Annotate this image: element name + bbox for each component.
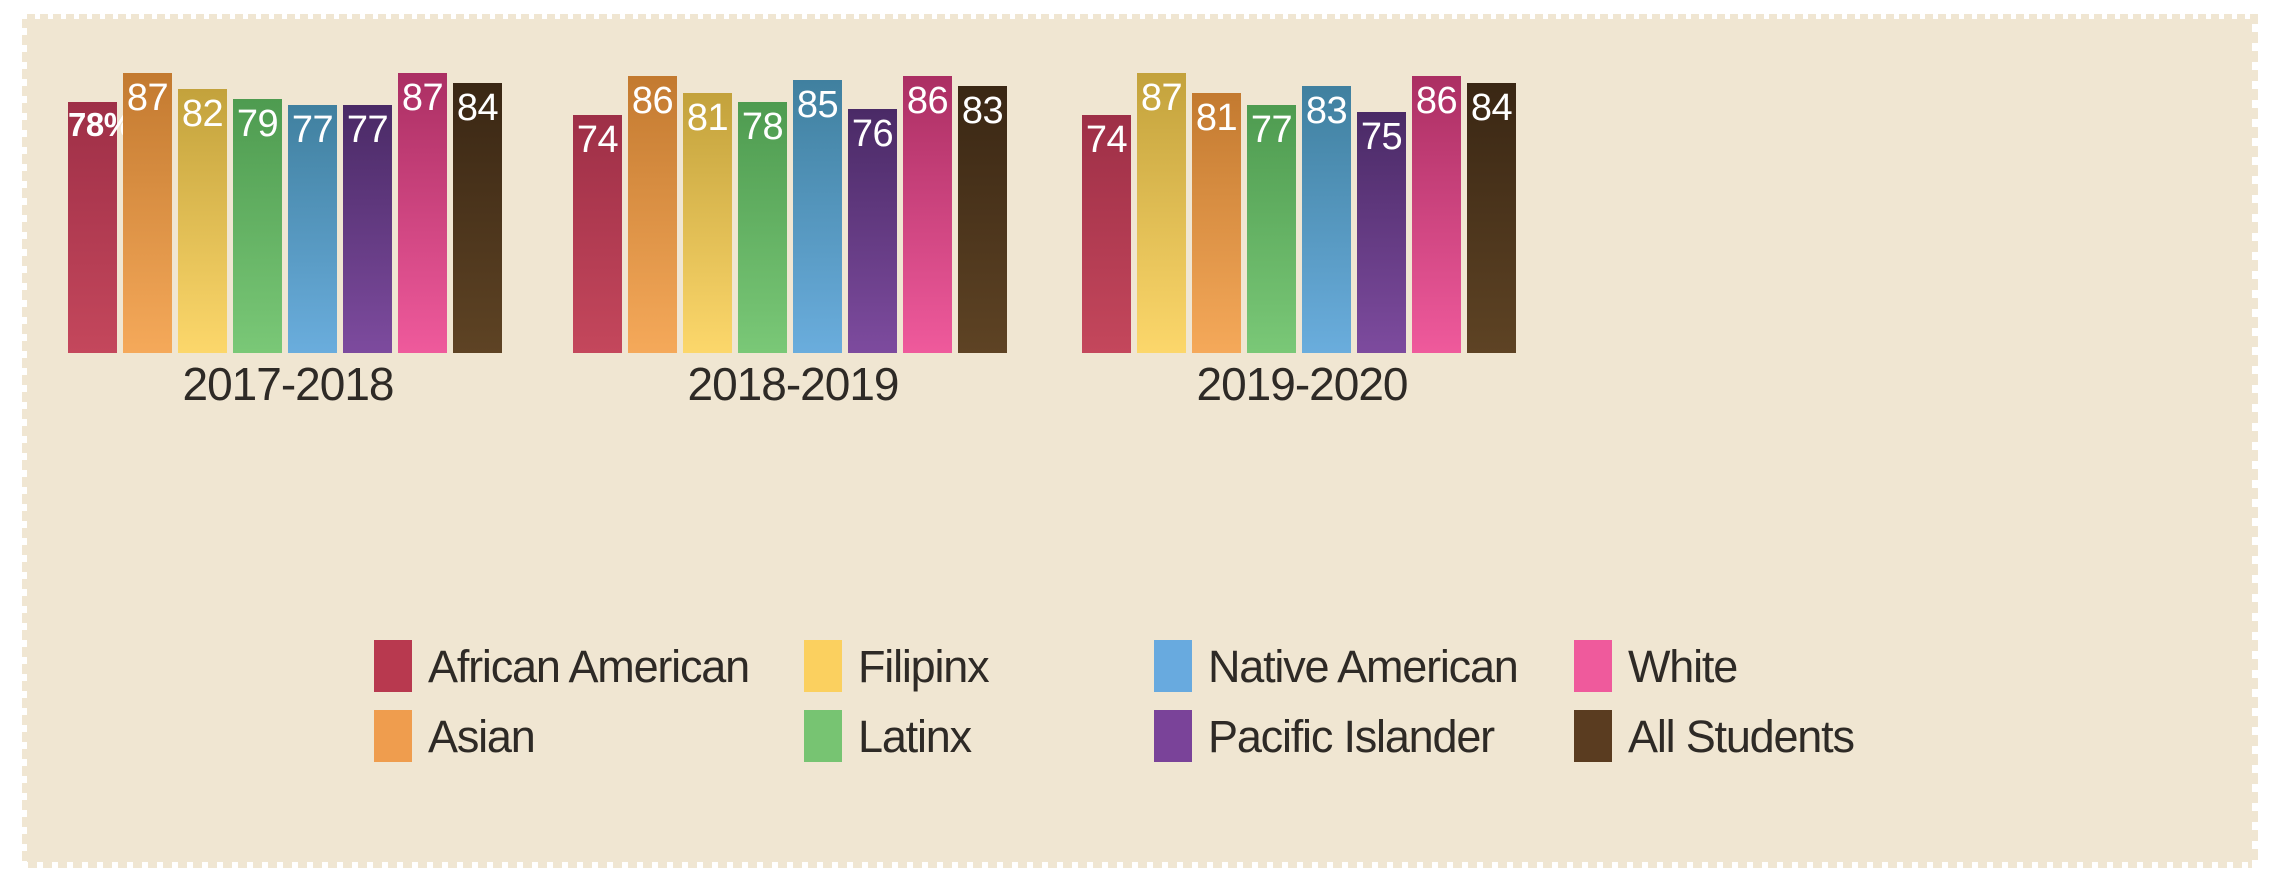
bar-2017-2018-latinx[interactable]: 79 [233,99,282,353]
bar-value-label: 74 [576,119,619,161]
bar-group-2019-2020: 74 87 81 77 83 75 86 84 2019-2020 [1082,70,1522,410]
bar-2019-2020-all-students[interactable]: 84 [1467,83,1516,353]
bar-2017-2018-filipinx[interactable]: 82 [178,89,227,353]
bar-value-label: 82 [181,93,224,135]
bar-2019-2020-pacific-islander[interactable]: 75 [1357,112,1406,353]
bar-value-label: 87 [401,77,444,119]
bar-value-label: 77 [291,109,334,151]
bar-2019-2020-native-american[interactable]: 83 [1302,86,1351,353]
bar-2018-2019-all-students[interactable]: 83 [958,86,1007,353]
legend-item-all-students[interactable]: All Students [1574,710,1934,762]
bar-2019-2020-filipinx[interactable]: 87 [1137,73,1186,353]
bar-value-label: 85 [796,84,839,126]
bar-2018-2019-asian[interactable]: 86 [628,76,677,353]
legend-label: Asian [428,710,536,762]
bar-2017-2018-african-american[interactable]: 78% [68,102,133,353]
legend-label: Native American [1208,640,1519,692]
legend-swatch-icon [1574,640,1612,692]
group-axis-label-2018-2019: 2018-2019 [687,358,900,411]
group-axis-label-2019-2020: 2019-2020 [1196,358,1409,411]
bar-2017-2018-pacific-islander[interactable]: 77 [343,105,392,353]
legend-label: Latinx [858,710,972,762]
legend-row: Asian Latinx Pacific Islander All Students [374,710,2074,762]
bar-value-label: 84 [456,87,499,129]
bar-value-label: 81 [686,97,729,139]
legend-item-latinx[interactable]: Latinx [804,710,1154,762]
bar-chart-plot-area: 78% 87 82 79 77 77 87 84 2017-2018 74 86 81 78 85 76 86… [22,10,2258,410]
bar-2018-2019-white[interactable]: 86 [903,76,952,353]
legend-swatch-icon [374,640,412,692]
legend-swatch-icon [804,640,842,692]
bar-value-label: 78 [741,106,784,148]
bar-group-2017-2018: 78% 87 82 79 77 77 87 84 2017-2018 [68,70,508,410]
bar-group-bars: 74 86 81 78 85 76 86 83 [573,70,1007,353]
legend-label: African American [428,640,750,692]
bar-value-label: 86 [631,80,674,122]
legend-item-filipinx[interactable]: Filipinx [804,640,1154,692]
legend-item-african-american[interactable]: African American [374,640,804,692]
legend-swatch-icon [804,710,842,762]
chart-canvas: 78% 87 82 79 77 77 87 84 2017-2018 74 86 81 78 85 76 86… [22,10,2258,868]
bar-value-label: 83 [1305,90,1348,132]
bar-value-label: 75 [1360,116,1403,158]
bar-group-2018-2019: 74 86 81 78 85 76 86 83 2018-2019 [573,70,1013,410]
legend-label: Filipinx [858,640,990,692]
legend-item-pacific-islander[interactable]: Pacific Islander [1154,710,1574,762]
bar-2018-2019-filipinx[interactable]: 81 [683,93,732,353]
legend-label: All Students [1628,710,1855,762]
bar-value-label: 76 [851,113,894,155]
legend-item-native-american[interactable]: Native American [1154,640,1574,692]
bar-2017-2018-asian[interactable]: 87 [123,73,172,353]
bar-2017-2018-all-students[interactable]: 84 [453,83,502,353]
legend-label: White [1628,640,1738,692]
bar-value-label: 84 [1470,87,1513,129]
bar-2018-2019-pacific-islander[interactable]: 76 [848,109,897,353]
bar-value-label: 87 [1140,77,1183,119]
bar-value-label: 86 [1415,80,1458,122]
legend-swatch-icon [1154,710,1192,762]
group-axis-label-2017-2018: 2017-2018 [182,358,395,411]
legend-item-asian[interactable]: Asian [374,710,804,762]
torn-edge-bottom [22,858,2258,868]
bar-2019-2020-white[interactable]: 86 [1412,76,1461,353]
chart-legend: African American Filipinx Native American W… [374,640,2074,780]
bar-value-label: 77 [1250,109,1293,151]
bar-value-label: 81 [1195,97,1238,139]
legend-swatch-icon [1154,640,1192,692]
bar-2018-2019-african-american[interactable]: 74 [573,115,622,353]
bar-2019-2020-asian[interactable]: 81 [1192,93,1241,353]
bar-2018-2019-latinx[interactable]: 78 [738,102,787,353]
bar-2019-2020-latinx[interactable]: 77 [1247,105,1296,353]
bar-value-label: 79 [236,103,279,145]
bar-2019-2020-african-american[interactable]: 74 [1082,115,1131,353]
legend-label: Pacific Islander [1208,710,1495,762]
bar-group-bars: 78% 87 82 79 77 77 87 84 [68,70,502,353]
bar-2017-2018-white[interactable]: 87 [398,73,447,353]
bar-value-label: 78% [68,106,133,143]
legend-row: African American Filipinx Native American W… [374,640,2074,692]
bar-value-label: 77 [346,109,389,151]
legend-item-white[interactable]: White [1574,640,1934,692]
bar-value-label: 74 [1085,119,1128,161]
bar-2018-2019-native-american[interactable]: 85 [793,80,842,353]
legend-swatch-icon [1574,710,1612,762]
bar-group-bars: 74 87 81 77 83 75 86 84 [1082,70,1516,353]
bar-value-label: 86 [906,80,949,122]
bar-value-label: 87 [126,77,169,119]
legend-swatch-icon [374,710,412,762]
bar-value-label: 83 [961,90,1004,132]
bar-2017-2018-native-american[interactable]: 77 [288,105,337,353]
